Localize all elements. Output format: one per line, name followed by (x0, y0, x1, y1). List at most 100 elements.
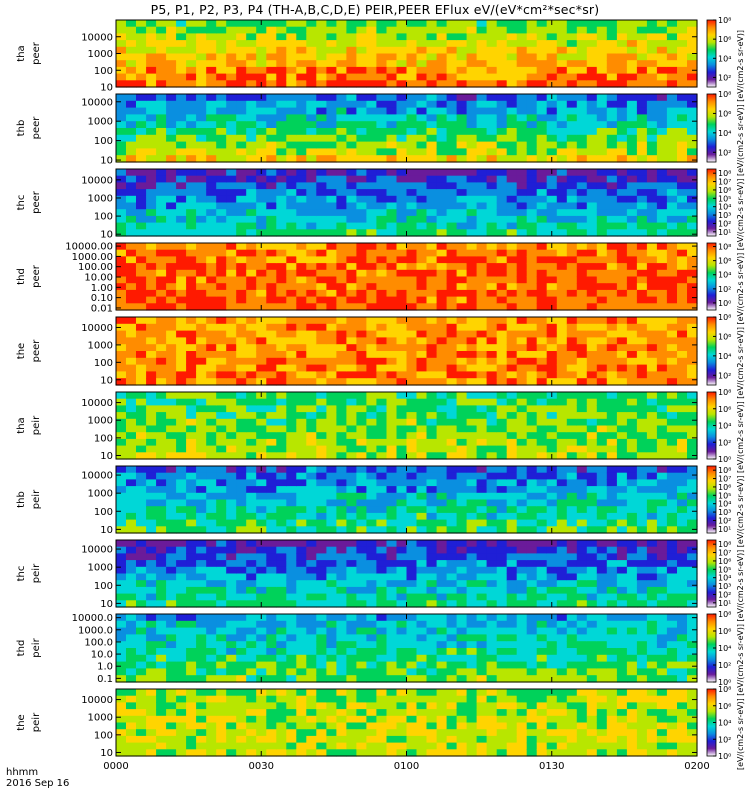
flux-cell (296, 486, 307, 494)
flux-cell (656, 303, 668, 311)
flux-cell (376, 33, 387, 41)
flux-cell (566, 486, 578, 494)
flux-cell (346, 215, 357, 224)
flux-cell (136, 512, 147, 521)
flux-cell (276, 540, 287, 548)
flux-cell (566, 580, 578, 588)
flux-cell (356, 128, 367, 136)
flux-cell (436, 432, 448, 440)
flux-cell (486, 337, 498, 345)
flux-cell (436, 546, 448, 554)
flux-cell (166, 40, 177, 48)
flux-cell (386, 121, 398, 129)
flux-cell (326, 263, 337, 271)
flux-cell (306, 466, 317, 474)
flux-cell (516, 371, 528, 379)
flux-cell (416, 438, 428, 447)
flux-cell (196, 593, 207, 601)
flux-cell (536, 492, 548, 501)
flux-cell (216, 371, 227, 379)
flux-cell (476, 580, 488, 588)
flux-cell (206, 364, 217, 372)
flux-cell (636, 492, 648, 501)
flux-cell (186, 398, 197, 406)
flux-cell (186, 46, 197, 55)
flux-cell (526, 378, 538, 386)
flux-cell (376, 296, 387, 304)
flux-cell (396, 195, 408, 204)
flux-cell (426, 378, 438, 386)
flux-cell (687, 276, 698, 284)
flux-cell (156, 40, 167, 48)
flux-cell (546, 128, 558, 136)
flux-cell (266, 256, 277, 264)
flux-cell (506, 40, 518, 48)
flux-cell (126, 499, 137, 507)
flux-cell (596, 296, 608, 304)
flux-cell (456, 249, 468, 257)
flux-cell (516, 586, 528, 595)
flux-cell (226, 330, 237, 338)
flux-cell (436, 289, 448, 298)
flux-cell (446, 229, 458, 237)
flux-cell (386, 378, 398, 386)
flux-cell (306, 405, 317, 413)
flux-cell (266, 289, 277, 298)
flux-cell (426, 243, 438, 251)
flux-cell (346, 586, 357, 595)
flux-cell (656, 209, 668, 217)
flux-cell (216, 573, 227, 581)
flux-cell (396, 540, 408, 548)
flux-cell (266, 519, 277, 527)
flux-cell (236, 46, 247, 55)
flux-cell (306, 317, 317, 325)
flux-cell (156, 586, 167, 595)
flux-cell (546, 209, 558, 217)
flux-cell (386, 243, 398, 251)
flux-cell (576, 600, 588, 608)
flux-cell (416, 351, 428, 359)
flux-cell (396, 425, 408, 433)
flux-cell (576, 215, 588, 224)
flux-cell (426, 600, 438, 608)
flux-cell (356, 303, 367, 311)
flux-cell (406, 134, 418, 143)
flux-cell (576, 229, 588, 237)
flux-cell (576, 330, 588, 338)
flux-cell (416, 452, 428, 460)
flux-cell (426, 357, 438, 366)
flux-cell (576, 66, 588, 75)
flux-cell (656, 155, 668, 163)
flux-cell (176, 405, 187, 413)
flux-cell (116, 128, 127, 136)
colorbar-tick-label: 10⁶ (718, 483, 731, 492)
flux-cell (656, 215, 668, 224)
flux-cell (206, 222, 217, 230)
flux-cell (176, 506, 187, 514)
flux-cell (306, 60, 317, 68)
flux-cell (316, 412, 327, 420)
flux-cell (596, 540, 608, 548)
flux-cell (626, 452, 638, 460)
flux-cell (326, 249, 337, 257)
flux-cell (636, 593, 648, 601)
flux-cell (656, 600, 668, 608)
flux-cell (216, 209, 227, 217)
flux-cell (156, 169, 167, 177)
flux-cell (326, 540, 337, 548)
flux-cell (466, 66, 478, 75)
flux-cell (236, 243, 247, 251)
flux-cell (546, 182, 558, 190)
flux-cell (186, 182, 197, 190)
flux-cell (306, 540, 317, 548)
flux-cell (556, 553, 568, 561)
flux-cell (666, 479, 678, 487)
flux-cell (236, 593, 247, 601)
flux-cell (326, 452, 337, 460)
flux-cell (646, 195, 658, 204)
flux-cell (336, 66, 347, 75)
flux-cell (556, 540, 568, 548)
flux-cell (236, 53, 247, 61)
flux-cell (506, 337, 518, 345)
flux-cell (166, 53, 177, 61)
